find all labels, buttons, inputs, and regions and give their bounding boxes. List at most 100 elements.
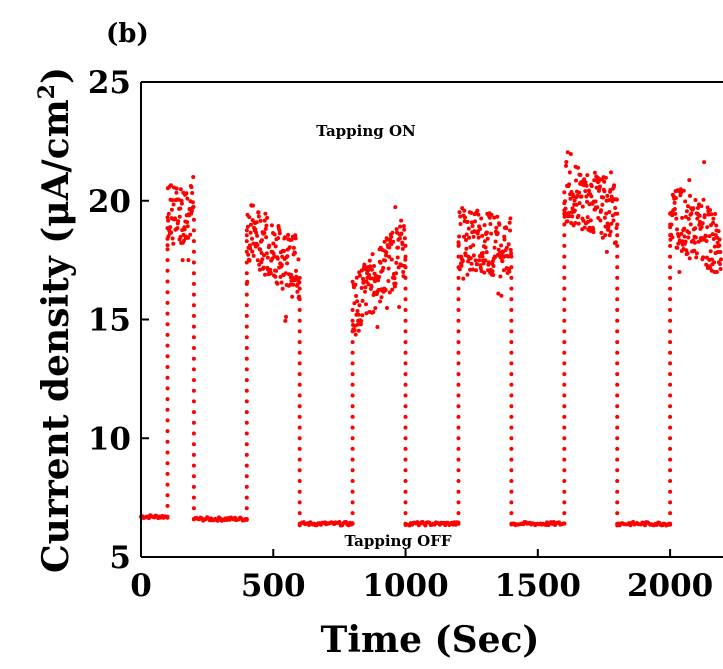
data-point	[385, 306, 389, 310]
data-point	[493, 239, 498, 244]
data-point	[251, 253, 256, 258]
data-point	[673, 211, 678, 216]
data-point	[244, 506, 249, 511]
data-point	[171, 202, 176, 207]
data-point	[191, 217, 196, 222]
data-point	[562, 457, 567, 462]
data-point	[423, 523, 428, 528]
data-point	[280, 286, 285, 291]
data-point	[297, 340, 302, 345]
data-point	[562, 190, 567, 195]
data-point	[469, 261, 474, 266]
data-point	[615, 350, 620, 355]
data-point	[297, 489, 302, 494]
data-point	[682, 234, 687, 239]
data-point	[191, 495, 196, 500]
data-point	[255, 243, 260, 247]
data-point	[497, 222, 502, 227]
data-point	[403, 329, 408, 334]
data-point	[165, 311, 170, 316]
data-point	[615, 404, 620, 409]
data-point	[297, 436, 302, 441]
data-point	[562, 275, 567, 280]
data-point	[464, 238, 468, 242]
data-point	[169, 230, 174, 235]
y-axis-title: Current density (μA/cm2)	[34, 67, 77, 573]
data-point	[509, 479, 514, 483]
data-point	[366, 268, 371, 273]
data-point	[244, 313, 249, 318]
data-point	[403, 265, 408, 270]
data-point	[389, 234, 394, 239]
data-point	[384, 253, 388, 258]
data-point	[615, 286, 620, 291]
data-point	[295, 289, 300, 294]
data-point	[191, 303, 196, 308]
data-point	[244, 346, 249, 350]
data-point	[581, 218, 586, 223]
data-point	[456, 457, 461, 462]
data-point	[599, 208, 604, 213]
data-point	[464, 232, 469, 237]
data-point	[165, 418, 170, 423]
data-point	[697, 213, 702, 218]
data-point	[713, 212, 718, 216]
data-point	[708, 249, 713, 254]
data-point	[283, 271, 288, 276]
data-point	[244, 420, 249, 425]
data-point	[712, 260, 717, 265]
data-point	[456, 329, 461, 334]
data-point	[473, 258, 478, 263]
data-point	[718, 250, 723, 254]
data-point	[403, 350, 408, 355]
data-point	[403, 500, 408, 505]
data-point	[471, 253, 476, 258]
data-point	[562, 233, 567, 238]
data-point	[714, 270, 719, 274]
data-point	[711, 216, 716, 221]
x-axis-title: Time (Sec)	[321, 619, 540, 661]
data-point	[297, 350, 302, 355]
data-point	[677, 270, 682, 274]
data-point	[350, 436, 355, 441]
data-point	[262, 218, 267, 223]
data-point	[702, 160, 707, 165]
data-point	[693, 235, 698, 240]
data-point	[369, 267, 374, 272]
data-point	[695, 216, 700, 221]
data-point	[456, 318, 461, 323]
data-point	[487, 215, 492, 220]
data-point	[564, 160, 569, 164]
data-point	[563, 211, 568, 216]
data-point	[165, 450, 170, 455]
data-point	[169, 207, 174, 212]
data-point	[176, 219, 181, 224]
data-point	[188, 232, 193, 237]
data-point	[350, 318, 355, 323]
data-point	[369, 284, 374, 289]
data-point	[565, 219, 570, 224]
data-point	[456, 361, 461, 366]
data-point	[562, 446, 567, 451]
data-point	[574, 178, 578, 183]
data-point	[668, 265, 673, 270]
data-point	[273, 274, 278, 279]
data-point	[191, 484, 196, 489]
data-point	[686, 216, 691, 221]
data-point	[283, 235, 287, 240]
data-point	[358, 322, 363, 327]
data-point	[297, 361, 302, 366]
data-point	[466, 226, 471, 231]
data-point	[509, 251, 514, 256]
data-point	[191, 420, 196, 425]
data-point	[293, 250, 297, 255]
data-point	[470, 267, 475, 272]
data-point	[509, 372, 514, 377]
data-point	[350, 500, 355, 505]
data-point	[168, 183, 173, 188]
data-point	[191, 260, 196, 265]
data-point	[572, 198, 577, 203]
data-point	[562, 254, 567, 259]
data-point	[471, 243, 476, 248]
data-point	[504, 226, 509, 231]
